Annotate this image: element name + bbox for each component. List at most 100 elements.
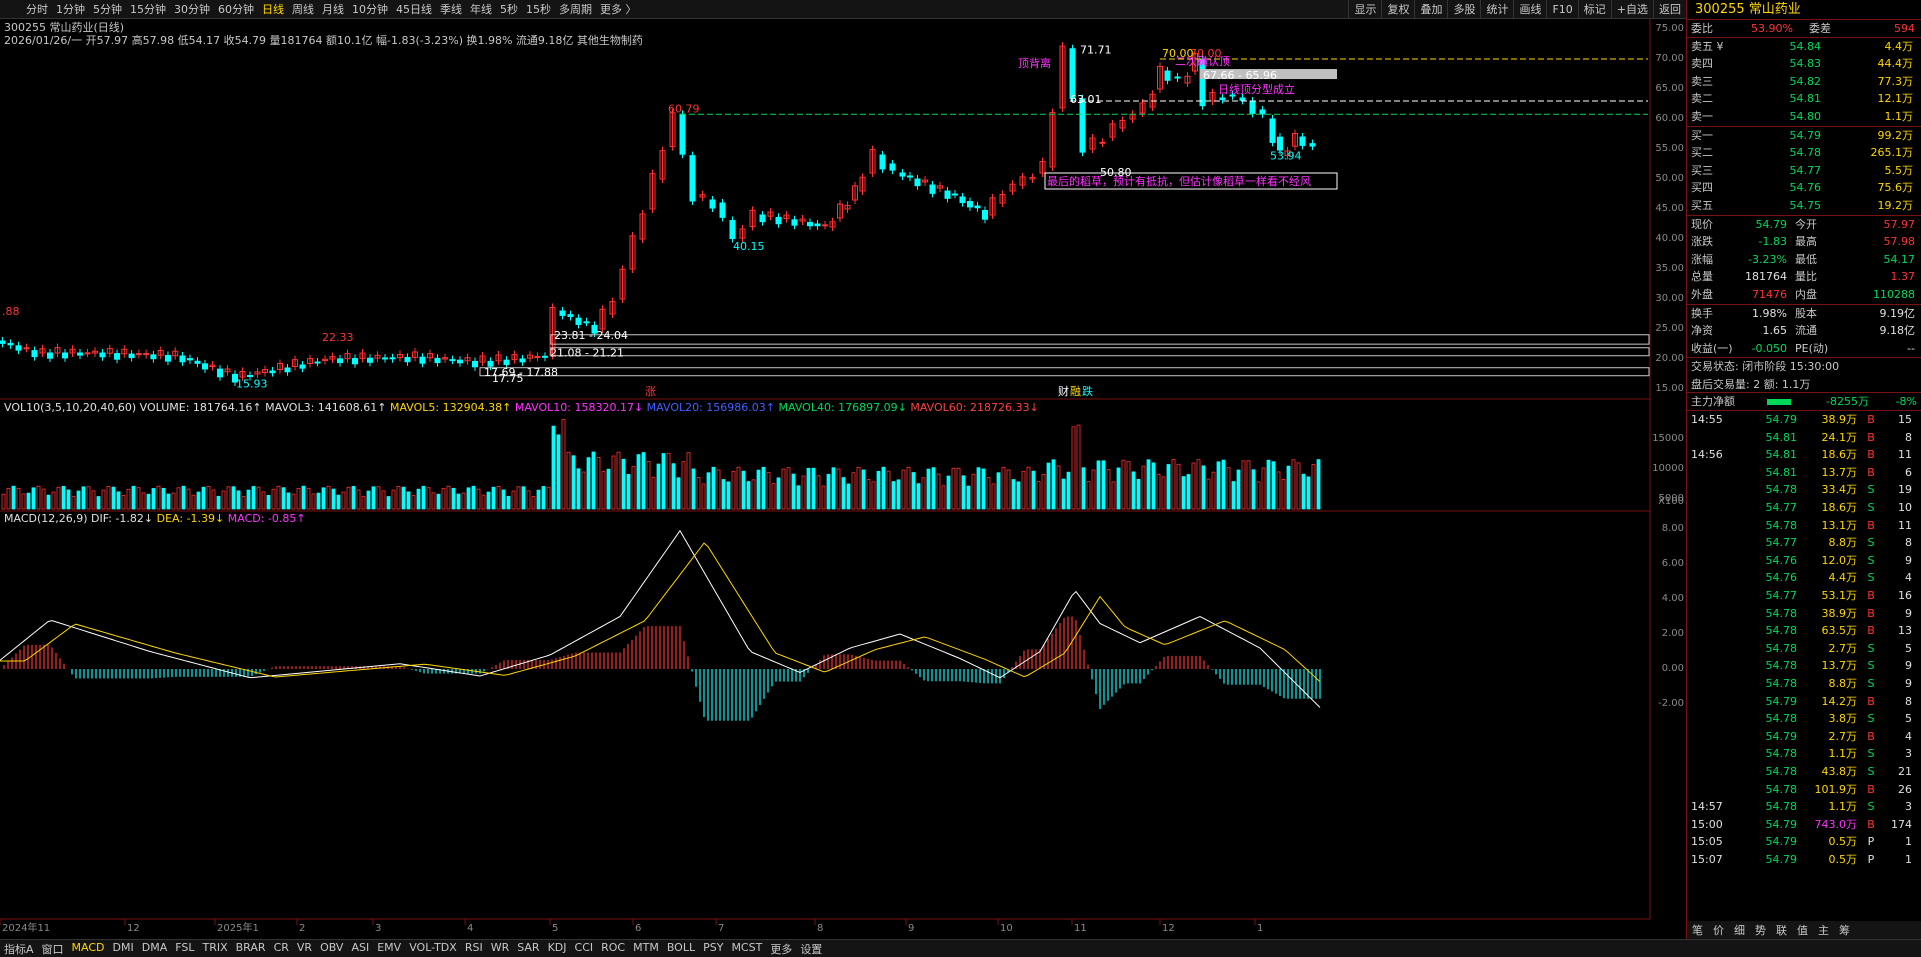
period-tab-11[interactable]: 季线 [440,3,462,16]
period-tab-12[interactable]: 年线 [470,3,492,16]
volume-bar [1311,464,1316,510]
period-tab-14[interactable]: 15秒 [526,3,551,16]
tick-count: 19 [1898,483,1912,497]
volume-bar [1241,460,1246,510]
candle [689,155,696,202]
tick-time: 15:07 [1691,852,1723,866]
panel-tab-7[interactable]: 筹 [1839,924,1850,937]
volume-bar [356,489,361,510]
kline-chart-area[interactable]: 71.71 顶背离 60.79 40.15 15.93 22.33 .88 53.94 63.0… [0,19,1686,939]
indicator-tab-4[interactable]: DMA [141,940,168,954]
tick-time [1687,693,1745,711]
indicator-tab-25[interactable]: 设置 [800,942,823,956]
period-tab-13[interactable]: 5秒 [500,3,518,16]
tick-price: 54.79 [1765,413,1798,427]
period-tab-3[interactable]: 15分钟 [130,3,166,16]
indicator-tab-16[interactable]: SAR [517,940,540,954]
bids-row: 买三 54.77 5.5万 [1687,162,1921,180]
indicator-tab-6[interactable]: TRIX [202,940,228,954]
indicator-tab-5[interactable]: FSL [175,940,195,954]
indicator-tab-7[interactable]: BRAR [235,940,266,954]
macd-tick: 6.00 [1661,558,1684,569]
volume-bar [846,483,851,510]
period-tab-9[interactable]: 10分钟 [352,3,388,16]
volume-bar [396,486,401,510]
panel-tab-4[interactable]: 联 [1776,924,1787,937]
candle [1229,94,1236,97]
tick-time [1687,429,1745,447]
macd-dea: DEA: -1.39↓ [156,512,225,525]
period-tab-1[interactable]: 1分钟 [56,3,85,16]
indicator-tab-11[interactable]: ASI [351,940,370,954]
volume-bar [881,466,886,510]
indicator-tab-19[interactable]: ROC [601,940,626,954]
indicator-tab-8[interactable]: CR [273,940,289,954]
volume-bar [766,472,771,510]
indicator-tab-2[interactable]: MACD [71,940,105,954]
indicator-tab-1[interactable]: 窗口 [41,942,64,956]
tool-button-9[interactable]: 返回 [1653,0,1686,19]
bids-row: 买四 54.76 75.6万 [1687,179,1921,197]
indicator-tab-13[interactable]: VOL-TDX [409,940,457,954]
tick-count: 21 [1898,764,1912,778]
chart-canvas[interactable]: 71.71 顶背离 60.79 40.15 15.93 22.33 .88 53.94 63.0… [0,19,1686,939]
tool-button-0[interactable]: 显示 [1348,0,1381,19]
panel-tab-2[interactable]: 细 [1734,924,1745,937]
period-tab-0[interactable]: 分时 [26,3,48,16]
tick-list[interactable]: 14:55 54.79 38.9万 B 15 54.81 24.1万 B 8 14:56 54.81… [1687,411,1921,868]
panel-tab-6[interactable]: 主 [1818,924,1829,937]
panel-tab-3[interactable]: 势 [1755,924,1766,937]
period-tab-10[interactable]: 45日线 [396,3,432,16]
indicator-tab-9[interactable]: VR [296,940,313,954]
candle [269,370,276,374]
indicator-tab-22[interactable]: PSY [703,940,724,954]
tool-button-5[interactable]: 画线 [1513,0,1546,19]
tool-button-8[interactable]: +自选 [1610,0,1653,19]
period-tab-15[interactable]: 多周期 [559,3,592,16]
indicator-tab-3[interactable]: DMI [112,940,134,954]
volume-bar [16,487,21,510]
tool-button-4[interactable]: 统计 [1480,0,1513,19]
panel-tab-0[interactable]: 笔 [1692,924,1703,937]
tick-row: 54.77 18.6万 S 10 [1687,499,1921,517]
indicator-tab-14[interactable]: RSI [464,940,483,954]
period-tab-5[interactable]: 60分钟 [218,3,254,16]
indicator-tab-12[interactable]: EMV [377,940,402,954]
indicator-tab-10[interactable]: OBV [320,940,344,954]
indicator-tab-17[interactable]: KDJ [547,940,567,954]
weicha-value: 594 [1894,22,1915,35]
tool-button-3[interactable]: 多股 [1447,0,1480,19]
indicator-tab-15[interactable]: WR [490,940,510,954]
period-tab-6[interactable]: 日线 [262,3,284,16]
tool-button-2[interactable]: 叠加 [1414,0,1447,19]
volume-bar [1206,478,1211,510]
volume-bar [121,494,126,510]
indicator-tab-24[interactable]: 更多 [770,942,793,956]
period-tab-7[interactable]: 周线 [292,3,314,16]
candle [262,369,268,373]
vol-prefix: VOL10(3,5,10,20,40,60) VOLUME: 181764.16… [4,401,262,414]
tool-button-6[interactable]: F10 [1546,0,1577,19]
volume-bar [1021,470,1026,510]
tool-button-7[interactable]: 标记 [1577,0,1611,19]
volume-bar [216,495,221,510]
indicator-tab-23[interactable]: MCST [731,940,763,954]
macd-dif: DIF: -1.82↓ [91,512,154,525]
period-tab-8[interactable]: 月线 [322,3,344,16]
candle [121,348,128,355]
indicator-tab-0[interactable]: 指标A [4,942,34,956]
indicator-tab-21[interactable]: BOLL [666,940,696,954]
bids-label: 买三 [1691,163,1713,177]
panel-tab-1[interactable]: 价 [1713,924,1724,937]
indicator-tab-18[interactable]: CCI [574,940,594,954]
volume-bar [1101,460,1106,510]
candle [47,352,53,359]
tick-price: 54.81 [1765,430,1798,444]
period-tab-16[interactable]: 更多 〉 [600,3,637,16]
panel-tab-5[interactable]: 值 [1797,924,1808,937]
volume-bar [161,487,166,510]
tool-button-1[interactable]: 复权 [1381,0,1414,19]
period-tab-2[interactable]: 5分钟 [93,3,122,16]
period-tab-4[interactable]: 30分钟 [174,3,210,16]
indicator-tab-20[interactable]: MTM [633,940,659,954]
